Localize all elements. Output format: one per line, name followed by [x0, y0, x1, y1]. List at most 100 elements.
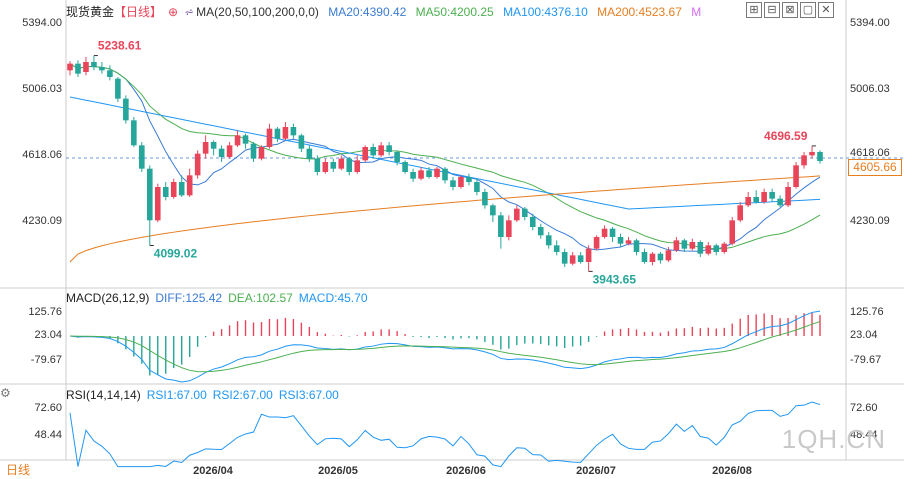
macd-diff: DIFF:125.42 [155, 291, 223, 305]
candle-body [258, 147, 265, 159]
candle-body [123, 98, 129, 121]
rsi2-value: RSI2:67.00 [212, 388, 273, 402]
candle-body [801, 155, 807, 166]
candle-body [282, 127, 289, 139]
candle-body [115, 78, 121, 99]
toolbar-button-expand[interactable]: ⊞ [746, 2, 762, 18]
candle-body [809, 152, 815, 156]
candle-body [625, 240, 632, 244]
candle-body [242, 135, 249, 144]
price-axis-left-0: 5394.00 [22, 17, 62, 29]
candle-body [330, 162, 337, 169]
macd-header: MACD(26,12,9) DIFF:125.42 DEA:102.57 MACD:4… [66, 291, 374, 305]
candle-body [107, 70, 113, 77]
add-indicator-icon[interactable]: ⊕ [168, 5, 179, 19]
period-label[interactable]: 【日线】 [114, 5, 163, 19]
candle-body [793, 165, 799, 187]
rsi-axis-right-0: 72.60 [850, 402, 878, 414]
candle-body [99, 67, 105, 71]
candle-body [673, 240, 680, 251]
candle-body [202, 142, 209, 154]
macd-axis-right-0: 125.76 [850, 306, 884, 318]
toolbar-button-collapse[interactable]: ⊟ [764, 2, 780, 18]
price-axis-right-1: 5006.03 [850, 83, 890, 95]
candle-body [370, 147, 376, 156]
candle-body [665, 250, 672, 261]
date-label-4: 2026/08 [712, 465, 752, 477]
candle-body [139, 145, 145, 169]
candle-body [649, 253, 656, 262]
toolbar: ⊞ ⊟ ⊠ ▢ ✕ [746, 2, 834, 18]
candle-body [402, 162, 408, 172]
candle-body [75, 63, 81, 74]
candle-body [545, 235, 552, 246]
toolbar-button-maximize[interactable]: ▢ [800, 2, 816, 18]
candle-body [194, 153, 201, 176]
annotation-label-1: 4099.02 [154, 246, 198, 260]
ma50-line [69, 63, 821, 250]
period-switch[interactable]: 日线 [6, 463, 31, 477]
candle-body [633, 240, 640, 252]
macd-label: MACD(26,12,9) [66, 291, 150, 305]
candle-body [585, 248, 592, 262]
candle-body [91, 62, 97, 67]
rsi-line [69, 401, 821, 468]
candle-body [170, 182, 177, 197]
ma-settings-icon[interactable]: ⩫ [184, 5, 195, 19]
candle-body [266, 128, 273, 147]
rsi1-value: RSI1:67.00 [146, 388, 207, 402]
candle-body [442, 168, 448, 181]
candle-body [354, 160, 361, 172]
date-label-3: 2026/07 [576, 465, 616, 477]
ma20-line [69, 63, 821, 252]
candle-body [226, 145, 233, 157]
rsi-axis-left-1: 48.44 [34, 429, 62, 441]
candle-body [561, 252, 568, 264]
candle-body [186, 175, 193, 196]
candle-body [609, 228, 616, 237]
candle-body [785, 187, 791, 206]
candle-body [290, 127, 297, 136]
candle-body [474, 182, 480, 192]
rsi-label: RSI(14,14,14) [66, 388, 141, 402]
candle-body [346, 158, 353, 172]
annotation-label-2: 3943.65 [593, 272, 637, 286]
price-axis-left-3: 4230.09 [22, 215, 62, 227]
ma50-value: MA50:4200.25 [415, 5, 494, 19]
candle-body [314, 158, 321, 172]
toolbar-button-grid[interactable]: ⊠ [782, 2, 798, 18]
candle-body [721, 243, 728, 252]
toolbar-button-close[interactable]: ✕ [818, 2, 834, 18]
candle-body [386, 145, 392, 152]
macd-diff-line [69, 310, 821, 383]
candle-body [529, 217, 536, 227]
macd-axis-right-2: -79.67 [850, 354, 881, 366]
candle-body [434, 168, 440, 177]
current-price-tag: 4605.66 [848, 159, 902, 176]
candle-body [498, 215, 504, 237]
candle-body [131, 120, 137, 146]
annotation-label-0: 5238.61 [98, 39, 142, 53]
candle-body [234, 135, 241, 146]
price-axis-right-2: 4618.06 [850, 147, 890, 159]
candle-body [250, 143, 257, 159]
candle-body [617, 237, 624, 244]
chart-header: 现货黄金【日线】 ⊕ ⩫ MA(20,50,100,200,0,0) MA20:439… [66, 3, 707, 19]
macd-axis-left-0: 125.76 [28, 306, 62, 318]
ma100-value: MA100:4376.10 [503, 5, 588, 19]
candle-body [426, 170, 432, 177]
candle-body [817, 152, 823, 162]
candle-body [713, 245, 720, 252]
candle-body [458, 177, 464, 187]
candle-body [577, 255, 584, 262]
settings-gear-icon[interactable]: ⚙ [0, 386, 11, 400]
ma200-line [69, 175, 821, 263]
macd-dea-line [69, 321, 821, 373]
macd-macd: MACD:45.70 [298, 291, 368, 305]
candle-body [553, 245, 560, 252]
price-axis-right-3: 4230.09 [850, 215, 890, 227]
m-value: M [691, 5, 702, 19]
candle-body [178, 182, 185, 196]
candle-body [410, 172, 416, 179]
